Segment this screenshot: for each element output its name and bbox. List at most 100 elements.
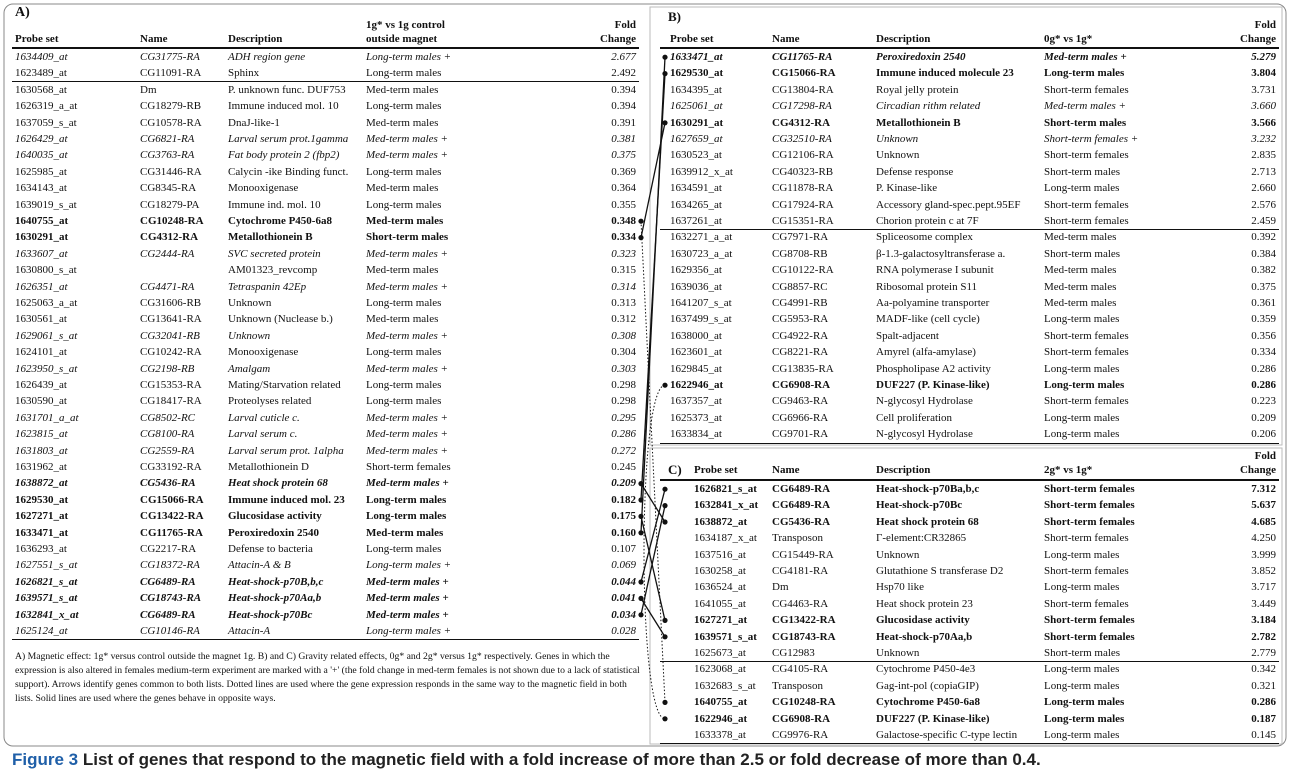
table-cell: Long-term males xyxy=(366,510,447,523)
table-cell: CG6489-RA xyxy=(772,483,831,495)
header-rule xyxy=(12,47,639,49)
table-cell: 1627551_s_at xyxy=(15,559,78,572)
column-header: Change xyxy=(1239,33,1276,45)
column-header: 1g* vs 1g control xyxy=(366,19,445,31)
fold-change: 4.250 xyxy=(1251,532,1276,545)
fold-change: 3.449 xyxy=(1251,597,1276,610)
table-cell: Med-term males xyxy=(366,215,444,227)
fold-change: 0.286 xyxy=(1251,379,1276,391)
table-cell: 1637357_at xyxy=(670,395,722,408)
table-cell: MADF-like (cell cycle) xyxy=(876,313,980,326)
table-cell: P. unknown func. DUF753 xyxy=(228,83,346,96)
table-cell: Med-term males + xyxy=(366,411,448,424)
table-cell: Larval serum prot.1gamma xyxy=(228,133,349,145)
table-cell: Long-term males xyxy=(1044,663,1120,676)
table-cell: Phospholipase A2 activity xyxy=(876,362,991,375)
table-cell: Larval cuticle c. xyxy=(228,411,300,424)
link-dot xyxy=(662,519,668,525)
table-cell: Short-term females xyxy=(1044,630,1135,643)
table-cell: 1623489_at xyxy=(15,67,67,80)
column-header: 0g* vs 1g* xyxy=(1044,33,1093,45)
table-cell: CG18279-RB xyxy=(140,100,202,113)
table-cell: Amyrel (alfa-amylase) xyxy=(876,346,976,359)
table-cell: 1625124_at xyxy=(15,625,68,637)
table-cell: Long-term males + xyxy=(366,51,452,63)
figure-caption-text: List of genes that respond to the magnet… xyxy=(82,750,1041,769)
table-cell: CG13804-RA xyxy=(772,83,834,96)
table-cell: Chorion protein c at 7F xyxy=(876,215,979,227)
fold-change: 2.492 xyxy=(611,67,636,80)
table-cell: CG10146-RA xyxy=(140,625,200,637)
table-cell: Long-term males xyxy=(366,100,442,113)
table-cell: 1634409_at xyxy=(15,51,68,63)
table-cell: Γ-element:CR32865 xyxy=(876,532,967,545)
table-cell: Attacin-A xyxy=(228,625,271,637)
table-cell: CG15351-RA xyxy=(772,215,834,227)
fold-change: 0.182 xyxy=(611,493,636,506)
table-cell: CG17924-RA xyxy=(772,198,834,211)
table-cell: 1632841_x_at xyxy=(694,499,759,512)
table-cell: 1625061_at xyxy=(670,100,723,113)
fold-change: 0.304 xyxy=(611,346,636,359)
table-cell: CG6489-RA xyxy=(140,608,196,621)
table-cell: 1631803_at xyxy=(15,444,68,457)
link-dot xyxy=(638,513,644,520)
table-cell: Long-term males xyxy=(1044,548,1120,561)
table-cell: Med-term males + xyxy=(366,608,449,621)
bottom-rule xyxy=(12,639,639,641)
table-cell: Long-term males xyxy=(366,67,442,80)
table-cell: CG4312-RA xyxy=(772,116,831,129)
table-cell: 1637059_s_at xyxy=(15,116,77,129)
link-dot xyxy=(638,218,644,224)
link-dot xyxy=(662,71,668,77)
table-cell: Long-term males xyxy=(1044,679,1120,692)
fold-change: 7.312 xyxy=(1251,483,1276,495)
table-cell: 1622946_at xyxy=(694,712,748,725)
fold-change: 2.576 xyxy=(1251,198,1276,211)
table-cell: 1631701_a_at xyxy=(15,411,79,424)
table-cell: CG17298-RA xyxy=(772,100,832,113)
table-cell: 1630258_at xyxy=(694,565,746,577)
table-cell: CG10248-RA xyxy=(140,215,204,227)
table-cell: CG8502-RC xyxy=(140,411,195,424)
table-cell: Long-term males xyxy=(366,395,442,408)
link-dot xyxy=(662,617,668,624)
table-cell: Long-term males xyxy=(366,297,442,309)
table-cell: 1623815_at xyxy=(15,428,68,441)
table-cell: CG5436-RA xyxy=(772,515,831,528)
fold-change: 0.359 xyxy=(1251,313,1276,326)
header-rule xyxy=(660,47,1279,49)
fold-change: 5.279 xyxy=(1251,51,1276,63)
table-cell: CG13422-RA xyxy=(772,614,836,627)
table-cell: Long-term males xyxy=(1044,581,1120,594)
table-cell: Transposon xyxy=(772,679,823,692)
table-cell: Short-term males xyxy=(1044,165,1121,178)
table-cell: Med-term males + xyxy=(366,149,448,162)
header-rule xyxy=(660,479,1279,481)
table-cell: Short-term females xyxy=(1044,614,1135,627)
table-cell: CG6966-RA xyxy=(772,411,829,424)
table-cell: CG6489-RA xyxy=(140,575,196,588)
table-cell: CG18417-RA xyxy=(140,395,202,408)
panel-a-caption: A) Magnetic effect: 1g* versus control o… xyxy=(15,651,640,704)
table-cell: CG4463-RA xyxy=(772,597,829,610)
table-cell: 1625673_at xyxy=(694,647,746,659)
table-cell: Short-term females xyxy=(1044,499,1135,512)
column-header: Fold xyxy=(1254,19,1276,31)
fold-change: 0.312 xyxy=(611,313,636,326)
table-cell: Defense response xyxy=(876,165,954,178)
fold-change: 3.717 xyxy=(1251,581,1276,594)
table-cell: 1634591_at xyxy=(670,182,722,195)
table-cell: Cytochrome P450-4e3 xyxy=(876,663,976,676)
table-cell: Short-term females xyxy=(1044,149,1129,162)
table-cell: Short-term males xyxy=(1044,116,1127,129)
table-cell: 1640755_at xyxy=(694,696,748,709)
table-cell: Unknown xyxy=(876,647,920,659)
table-cell: 1629530_at xyxy=(670,67,724,80)
table-cell: CG8708-RB xyxy=(772,247,828,260)
table-cell: DUF227 (P. Kinase-like) xyxy=(876,712,990,725)
fold-change: 0.334 xyxy=(1251,346,1276,359)
table-cell: Heat-shock-p70Aa,b xyxy=(876,630,973,643)
table-cell: Dm xyxy=(140,83,157,96)
table-cell: CG10248-RA xyxy=(772,696,836,709)
